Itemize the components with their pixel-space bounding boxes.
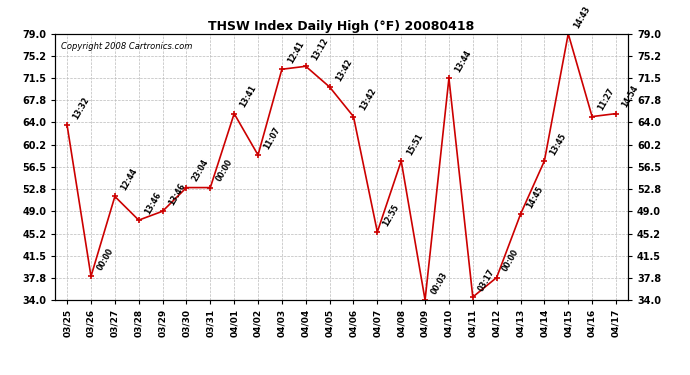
Text: 12:41: 12:41 <box>286 40 306 65</box>
Text: 11:27: 11:27 <box>596 87 616 112</box>
Text: 23:04: 23:04 <box>190 158 210 183</box>
Text: 13:46: 13:46 <box>143 190 163 216</box>
Text: 13:45: 13:45 <box>549 132 569 157</box>
Text: 12:55: 12:55 <box>382 202 402 228</box>
Text: 00:00: 00:00 <box>501 248 521 273</box>
Text: 14:54: 14:54 <box>620 84 640 110</box>
Text: 03:17: 03:17 <box>477 267 497 293</box>
Text: 12:44: 12:44 <box>119 167 139 192</box>
Text: 00:00: 00:00 <box>215 158 235 183</box>
Text: 13:42: 13:42 <box>357 87 377 112</box>
Text: 13:46: 13:46 <box>167 182 186 207</box>
Title: THSW Index Daily High (°F) 20080418: THSW Index Daily High (°F) 20080418 <box>208 20 475 33</box>
Text: 13:32: 13:32 <box>71 96 91 121</box>
Text: 13:42: 13:42 <box>334 57 354 83</box>
Text: 14:45: 14:45 <box>524 185 544 210</box>
Text: Copyright 2008 Cartronics.com: Copyright 2008 Cartronics.com <box>61 42 193 51</box>
Text: 13:12: 13:12 <box>310 37 330 62</box>
Text: 00:00: 00:00 <box>95 247 115 272</box>
Text: 15:51: 15:51 <box>405 132 425 157</box>
Text: 13:44: 13:44 <box>453 49 473 74</box>
Text: 00:03: 00:03 <box>429 270 449 296</box>
Text: 13:41: 13:41 <box>238 84 258 110</box>
Text: 14:43: 14:43 <box>573 4 592 30</box>
Text: 11:07: 11:07 <box>262 125 282 151</box>
